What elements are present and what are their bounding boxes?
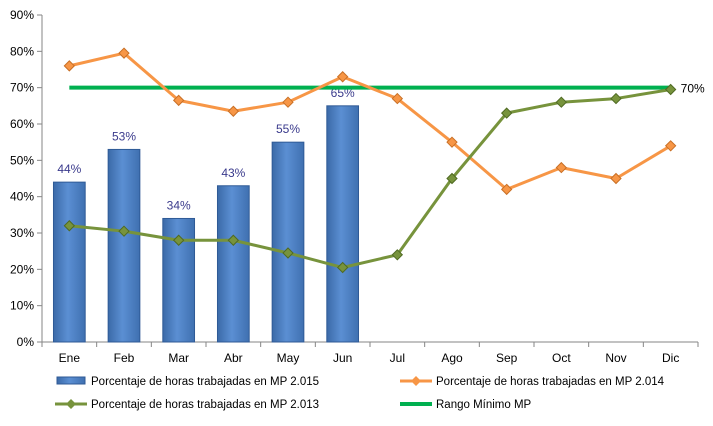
series-point bbox=[391, 92, 404, 105]
legend-marker bbox=[411, 376, 421, 386]
legend-item: Porcentaje de horas trabajadas en MP 2.0… bbox=[56, 376, 319, 388]
series-point bbox=[610, 172, 622, 185]
x-tick-label: Sep bbox=[496, 351, 518, 365]
x-tick-label: Ene bbox=[59, 351, 81, 365]
series-point bbox=[664, 83, 677, 96]
y-tick-label: 80% bbox=[10, 44, 34, 58]
legend-label: Porcentaje de horas trabajadas en MP 2.0… bbox=[91, 376, 319, 388]
y-axis: 0% 10% 20% 30% 40% 50% 60% 70% 80% 90% bbox=[10, 8, 43, 349]
bar-data-label: 55% bbox=[276, 122, 300, 136]
line-series: 70% bbox=[63, 47, 705, 274]
bar-data-label: 53% bbox=[112, 129, 136, 143]
series-point bbox=[118, 47, 130, 59]
bar bbox=[271, 141, 305, 343]
series-point bbox=[336, 71, 349, 83]
legend-swatch bbox=[56, 376, 86, 385]
series-point bbox=[63, 220, 76, 232]
series-point bbox=[555, 96, 568, 108]
y-tick-label: 50% bbox=[10, 153, 34, 167]
x-tick-label: Nov bbox=[605, 351, 626, 365]
x-axis: Ene Feb Mar Abr May Jun Jul Ago Sep Oct Nov Dic bbox=[41, 341, 699, 365]
series-point bbox=[500, 107, 513, 119]
x-tick-label: May bbox=[277, 351, 300, 365]
series-point bbox=[282, 96, 294, 108]
series-point bbox=[63, 60, 76, 72]
series-point bbox=[500, 183, 513, 196]
x-tick-label: Mar bbox=[168, 351, 189, 365]
series-point bbox=[446, 136, 458, 148]
series-point bbox=[172, 234, 185, 246]
series-point bbox=[391, 249, 404, 261]
y-tick-label: 70% bbox=[10, 81, 34, 95]
bar bbox=[107, 148, 141, 343]
y-tick-label: 90% bbox=[10, 8, 34, 22]
y-tick-label: 10% bbox=[10, 299, 34, 313]
y-tick-label: 0% bbox=[17, 335, 35, 349]
y-tick-label: 30% bbox=[10, 226, 34, 240]
bar bbox=[52, 181, 86, 343]
x-tick-label: Dic bbox=[662, 351, 679, 365]
x-tick-label: Oct bbox=[552, 351, 571, 365]
series-point bbox=[172, 94, 185, 107]
y-tick-label: 40% bbox=[10, 190, 34, 204]
series-point bbox=[118, 225, 130, 237]
series-point bbox=[664, 140, 677, 152]
bar bbox=[216, 185, 250, 343]
series-point bbox=[227, 234, 240, 246]
legend-item: Rango Mínimo MP bbox=[400, 399, 532, 411]
bar-data-labels: 44%53%34%43%55%65% bbox=[57, 86, 355, 213]
legend-label: Porcentaje de horas trabajadas en MP 2.0… bbox=[91, 399, 319, 411]
x-tick-label: Ago bbox=[441, 351, 463, 365]
legend-label: Rango Mínimo MP bbox=[436, 399, 532, 411]
legend: Porcentaje de horas trabajadas en MP 2.0… bbox=[55, 376, 665, 411]
legend-marker bbox=[66, 399, 76, 409]
bar-data-label: 44% bbox=[57, 162, 81, 176]
x-tick-label: Feb bbox=[114, 351, 135, 365]
x-tick-label: Jun bbox=[333, 351, 352, 365]
legend-label: Porcentaje de horas trabajadas en MP 2.0… bbox=[436, 376, 665, 388]
x-tick-label: Jul bbox=[390, 351, 405, 365]
x-tick-label: Abr bbox=[224, 351, 243, 365]
bar bbox=[326, 105, 360, 343]
series-line bbox=[69, 88, 671, 270]
legend-item: Porcentaje de horas trabajadas en MP 2.0… bbox=[400, 376, 665, 388]
series-point bbox=[336, 261, 349, 274]
series-line bbox=[68, 51, 672, 191]
series-point bbox=[555, 161, 568, 174]
y-tick-label: 60% bbox=[10, 117, 34, 131]
series-point bbox=[610, 92, 622, 105]
bar-data-label: 43% bbox=[221, 166, 245, 180]
reference-line-label: 70% bbox=[681, 82, 705, 96]
series-point bbox=[282, 247, 294, 259]
series-point bbox=[227, 105, 240, 117]
legend-item: Porcentaje de horas trabajadas en MP 2.0… bbox=[55, 399, 319, 411]
bar-series bbox=[52, 105, 360, 343]
bar-data-label: 34% bbox=[167, 198, 191, 212]
y-tick-label: 20% bbox=[10, 262, 34, 276]
series-point bbox=[446, 172, 458, 185]
